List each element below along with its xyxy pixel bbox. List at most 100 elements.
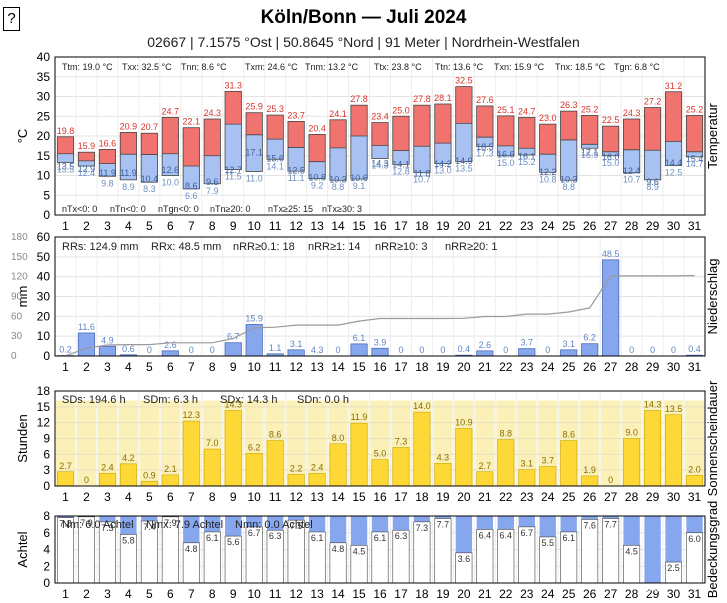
- temp-bar-upper: [246, 112, 263, 135]
- precip-value-label: 0.6: [122, 344, 135, 354]
- x-tick-label: 11: [269, 587, 282, 601]
- temp-max-label: 24.3: [623, 108, 641, 118]
- cloud-value-label: 4.5: [353, 546, 366, 556]
- x-tick-label: 8: [209, 360, 216, 374]
- plot-border: [54, 515, 706, 584]
- sun-possible-bar: [97, 400, 117, 486]
- plot-border: [54, 56, 706, 216]
- temp-max-label: 24.3: [203, 108, 221, 118]
- temp-14h-label: 17.1: [581, 147, 599, 157]
- sun-possible-bar: [139, 400, 159, 486]
- sun-bar: [623, 438, 641, 487]
- sun-bar: [476, 471, 494, 487]
- y-axis-label: °C: [15, 129, 30, 144]
- x-tick-label: 13: [310, 360, 324, 374]
- temp-max-label: 23.4: [371, 112, 389, 122]
- temp-bar-lower: [120, 154, 137, 180]
- x-tick-label: 22: [499, 587, 513, 601]
- precip-value-label: 2.6: [164, 340, 177, 350]
- temp-bar-lower: [497, 145, 514, 156]
- x-tick-label: 29: [646, 360, 660, 374]
- temp-max-label: 22.5: [602, 115, 620, 125]
- temp-bar-upper: [560, 111, 577, 140]
- temp-bar-outline: [476, 105, 494, 148]
- temp-bar-upper: [308, 134, 326, 162]
- sun-possible-bar: [160, 400, 180, 486]
- x-tick-label: 7: [188, 587, 195, 601]
- sun-value-label: 4.2: [122, 453, 135, 463]
- cloud-value-label: 7.8: [59, 519, 72, 529]
- temp-bar-outline: [98, 149, 116, 177]
- x-tick-label: 9: [230, 360, 237, 374]
- x-tick-label: 3: [104, 219, 111, 233]
- precip-bar: [602, 259, 620, 357]
- temp-bar-lower: [518, 148, 535, 155]
- panel-side-label: Temperatur: [705, 102, 720, 168]
- temp-min-label: 6.6: [185, 191, 198, 201]
- cloud-value-label: 4.8: [332, 544, 345, 554]
- panel-side-label: Sonnenscheindauer: [705, 380, 720, 496]
- precip-bar: [476, 350, 494, 357]
- sun-bar: [224, 410, 242, 487]
- temp-max-label: 28.1: [434, 93, 452, 103]
- cloud-bar-bg: [644, 516, 661, 583]
- temp-bar-outline: [350, 104, 368, 180]
- y-tick-label: 35: [37, 70, 51, 84]
- y2-tick-label: 0: [11, 351, 17, 362]
- sun-bar: [392, 447, 410, 487]
- temp-min-label: 8.3: [143, 184, 156, 194]
- temp-bar-outline: [518, 117, 536, 156]
- x-tick-label: 10: [248, 587, 262, 601]
- x-tick-label: 22: [499, 360, 513, 374]
- temp-min-label: 13.3: [57, 164, 75, 174]
- temp-bar-outline: [266, 114, 284, 160]
- precip-note-top: RRx: 48.5 mm: [151, 241, 221, 253]
- x-tick-label: 30: [667, 360, 681, 374]
- x-tick-label: 2: [83, 490, 90, 504]
- x-tick-label: 16: [373, 360, 387, 374]
- help-button[interactable]: ?: [3, 7, 20, 31]
- temp-min-label: 14.3: [371, 161, 389, 171]
- temp-bar-lower: [225, 124, 242, 170]
- temp-max-label: 25.3: [266, 104, 284, 114]
- temp-min-label: 9.2: [311, 181, 324, 191]
- temp-bar-upper: [141, 133, 158, 155]
- temp-min-label: 12.4: [78, 168, 96, 178]
- temp-min-label: 11.1: [288, 173, 305, 183]
- temp-bar-upper: [99, 149, 116, 164]
- x-tick-label: 5: [146, 490, 153, 504]
- temp-max-label: 22.1: [183, 117, 201, 127]
- x-tick-label: 12: [289, 587, 303, 601]
- temp-14h-label: 12.2: [539, 167, 557, 177]
- x-tick-label: 24: [541, 219, 555, 233]
- temp-bar-outline: [455, 86, 473, 163]
- temp-bar-outline: [685, 115, 704, 158]
- x-tick-label: 30: [667, 587, 681, 601]
- precip-note-top: nRR≥10: 3: [375, 241, 428, 253]
- temp-min-label: 10.8: [539, 174, 557, 184]
- sun-bar: [161, 474, 179, 487]
- x-tick-label: 28: [625, 360, 639, 374]
- temp-bar-outline: [329, 119, 347, 181]
- x-tick-label: 13: [310, 219, 324, 233]
- x-tick-label: 15: [352, 360, 366, 374]
- sun-bar: [413, 411, 431, 487]
- sun-value-label: 8.6: [562, 430, 575, 440]
- x-tick-label: 28: [625, 490, 639, 504]
- x-tick-label: 18: [415, 587, 429, 601]
- temp-bar-outline: [560, 110, 578, 181]
- y-tick-label: 50: [37, 250, 51, 264]
- precip-value-label: 0.4: [688, 344, 701, 354]
- y-tick-label: 3: [43, 463, 50, 477]
- temp-max-label: 16.6: [99, 138, 117, 148]
- sun-bar: [329, 443, 347, 487]
- temp-min-label: 7.9: [206, 186, 219, 196]
- temp-bar-upper: [539, 124, 556, 155]
- temp-max-label: 27.2: [644, 97, 662, 107]
- y-axis-label: Achtel: [15, 531, 30, 567]
- sun-value-label: 2.7: [59, 461, 72, 471]
- temp-bar-upper: [183, 127, 200, 167]
- temp-min-label: 8.9: [646, 182, 659, 192]
- temp-note-top: Tnn: 8.6 °C: [181, 62, 227, 72]
